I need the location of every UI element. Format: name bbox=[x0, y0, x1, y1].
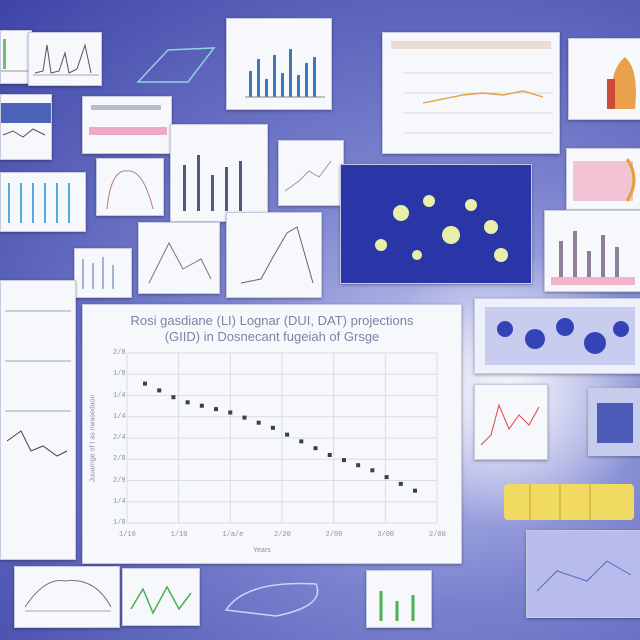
thumb-bottom-green-chart[interactable] bbox=[122, 568, 200, 626]
thumb-chart-top-left[interactable] bbox=[0, 30, 32, 84]
thumb-table-chart-left[interactable] bbox=[0, 94, 52, 160]
main-scatter-plot bbox=[126, 352, 438, 524]
x-tick-label: 1/10 bbox=[119, 531, 136, 539]
thumb-heatmap-panel[interactable] bbox=[340, 164, 532, 284]
data-point bbox=[413, 488, 417, 493]
data-point bbox=[299, 439, 304, 444]
y-tick-label: 2/8 bbox=[113, 349, 126, 357]
thumb-bar-chart-5[interactable] bbox=[74, 248, 132, 298]
data-point bbox=[199, 403, 204, 408]
main-chart-title: Rosi gasdiane (LI) Lognar (DUI, DAT) pro… bbox=[130, 313, 414, 328]
data-point bbox=[384, 475, 389, 480]
y-tick-label: 2/8 bbox=[113, 455, 126, 464]
x-tick-label: 1/a/e bbox=[222, 531, 244, 539]
data-point bbox=[398, 481, 403, 486]
thumb-blue-panel[interactable] bbox=[588, 388, 640, 456]
y-tick-label: 1/8 bbox=[113, 370, 126, 379]
main-chart-panel[interactable]: Rosi gasdiane (LI) Lognar (DUI, DAT) pro… bbox=[82, 304, 462, 564]
data-point bbox=[356, 463, 361, 468]
thumb-curve-chart[interactable] bbox=[96, 158, 164, 216]
thumb-line-chart-2[interactable] bbox=[278, 140, 344, 206]
data-point bbox=[185, 400, 190, 405]
data-point bbox=[341, 458, 346, 463]
x-axis-label: Years bbox=[253, 547, 271, 554]
thumb-bottom-curve-1[interactable] bbox=[14, 566, 120, 628]
thumb-blue-blobs[interactable] bbox=[474, 298, 640, 374]
data-point bbox=[327, 453, 332, 457]
data-point bbox=[228, 410, 233, 415]
y-tick-label: 2/9 bbox=[113, 476, 126, 485]
data-point bbox=[256, 420, 261, 425]
thumb-yellow-object[interactable] bbox=[500, 478, 640, 526]
y-tick-label: 1/4 bbox=[113, 412, 126, 421]
data-point bbox=[285, 432, 290, 437]
thumb-line-chart-4[interactable] bbox=[226, 212, 322, 298]
thumb-blank-panel[interactable] bbox=[98, 20, 218, 90]
thumb-red-line[interactable] bbox=[474, 384, 548, 460]
thumb-bottom-green-bars[interactable] bbox=[366, 570, 432, 628]
thumb-bar-chart-2[interactable] bbox=[82, 96, 172, 154]
thumb-scatter-chart-1[interactable] bbox=[382, 32, 560, 154]
thumb-bar-chart-3[interactable] bbox=[170, 124, 268, 222]
y-tick-label: 2/4 bbox=[113, 434, 126, 442]
thumb-pink-chart[interactable] bbox=[566, 148, 640, 210]
data-point bbox=[157, 388, 162, 393]
x-tick-label: 3/00 bbox=[377, 531, 395, 539]
data-point bbox=[143, 381, 147, 386]
thumb-bar-chart-1[interactable] bbox=[226, 18, 332, 110]
data-point bbox=[171, 395, 176, 400]
main-chart-subtitle: (GIID) in Dosnecant fugeiah of Grsge bbox=[164, 329, 380, 344]
thumb-bar-chart-4[interactable] bbox=[544, 210, 640, 292]
x-tick-label: 2/00 bbox=[429, 531, 446, 539]
thumb-left-tall-chart[interactable] bbox=[0, 280, 76, 560]
y-tick-label: 1/4 bbox=[113, 497, 126, 506]
y-axis-label: Juuarnge of t as nwasedaon bbox=[89, 394, 97, 483]
data-point bbox=[270, 425, 275, 430]
x-tick-label: 1/10 bbox=[170, 531, 188, 539]
data-point bbox=[370, 468, 375, 473]
x-tick-label: 2/20 bbox=[274, 531, 291, 539]
data-point bbox=[313, 446, 318, 451]
data-point bbox=[242, 415, 247, 420]
thumb-line-chart-1[interactable] bbox=[28, 32, 102, 86]
y-tick-label: 1/8 bbox=[113, 519, 126, 527]
thumb-wave-chart[interactable] bbox=[0, 172, 86, 232]
thumb-bottom-shape[interactable] bbox=[216, 570, 336, 626]
y-tick-label: 1/4 bbox=[113, 391, 126, 400]
thumb-map-panel[interactable] bbox=[526, 530, 640, 618]
data-point bbox=[214, 407, 219, 412]
x-tick-label: 2/00 bbox=[325, 531, 343, 539]
thumb-colorful-chart[interactable] bbox=[568, 38, 640, 120]
thumb-line-chart-3[interactable] bbox=[138, 222, 220, 294]
